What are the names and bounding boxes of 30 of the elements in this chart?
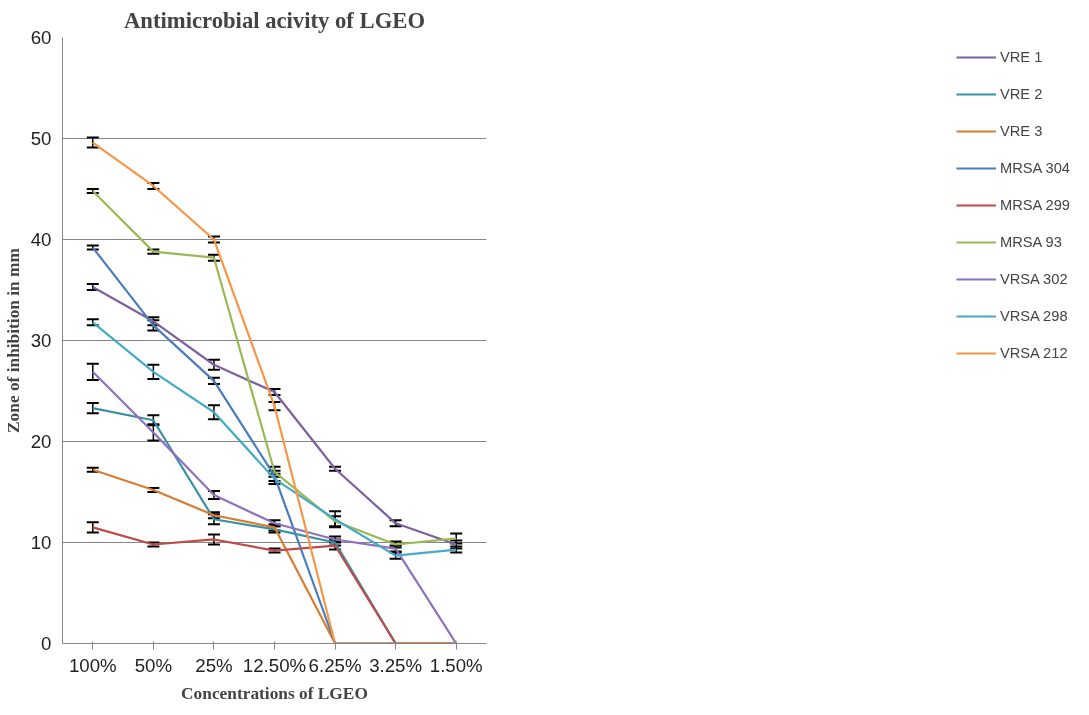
legend-label: MRSA 93 <box>999 234 1062 250</box>
y-axis-title: Zone of inhibition in mm <box>3 247 23 433</box>
legend-label: MRSA 299 <box>999 197 1070 213</box>
x-tick-label: 25% <box>195 654 233 676</box>
x-tick-label: 1.50% <box>429 654 483 676</box>
x-axis-title: Concentrations of LGEO <box>181 683 368 703</box>
legend-label: VRE 1 <box>999 49 1043 65</box>
legend-label: VRSA 298 <box>999 308 1068 324</box>
y-tick-label: 20 <box>30 431 52 452</box>
x-tick-label: 12.50% <box>242 654 307 676</box>
x-tick-label: 50% <box>134 654 173 676</box>
legend-label: VRSA 302 <box>999 271 1068 287</box>
chart-title: Antimicrobial acivity of LGEO <box>123 7 426 33</box>
y-tick-label: 30 <box>30 330 52 351</box>
line-series <box>91 321 458 557</box>
legend-label: VRE 3 <box>999 123 1043 139</box>
line-series <box>91 141 458 644</box>
y-tick-label: 60 <box>30 27 52 48</box>
legend-label: VRE 2 <box>999 86 1043 102</box>
x-tick-label: 6.25% <box>308 654 362 676</box>
y-tick-label: 50 <box>30 128 52 149</box>
y-tick-label: 0 <box>41 633 52 654</box>
x-tick-label: 3.25% <box>369 654 423 676</box>
y-tick-label: 40 <box>30 229 52 250</box>
line-series <box>91 285 458 546</box>
legend-label: VRSA 212 <box>999 345 1068 361</box>
y-tick-label: 10 <box>30 532 52 553</box>
line-series <box>91 189 458 546</box>
legend-label: MRSA 304 <box>999 160 1070 176</box>
x-tick-label: 100% <box>68 654 117 676</box>
